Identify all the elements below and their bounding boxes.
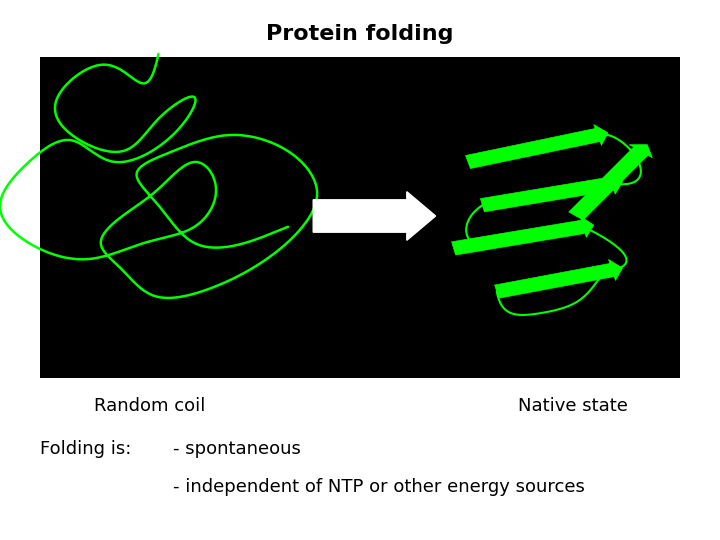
FancyArrow shape bbox=[495, 260, 623, 298]
FancyBboxPatch shape bbox=[40, 57, 680, 378]
FancyArrow shape bbox=[313, 192, 436, 240]
Text: Folding is:: Folding is: bbox=[40, 440, 131, 458]
FancyArrow shape bbox=[451, 216, 594, 255]
Text: Native state: Native state bbox=[518, 397, 629, 415]
Text: Protein folding: Protein folding bbox=[266, 24, 454, 44]
Text: Random coil: Random coil bbox=[94, 397, 205, 415]
FancyArrow shape bbox=[466, 125, 608, 168]
FancyArrow shape bbox=[569, 145, 652, 220]
Text: - independent of NTP or other energy sources: - independent of NTP or other energy sou… bbox=[173, 478, 585, 496]
Text: - spontaneous: - spontaneous bbox=[173, 440, 301, 458]
FancyArrow shape bbox=[480, 173, 623, 212]
